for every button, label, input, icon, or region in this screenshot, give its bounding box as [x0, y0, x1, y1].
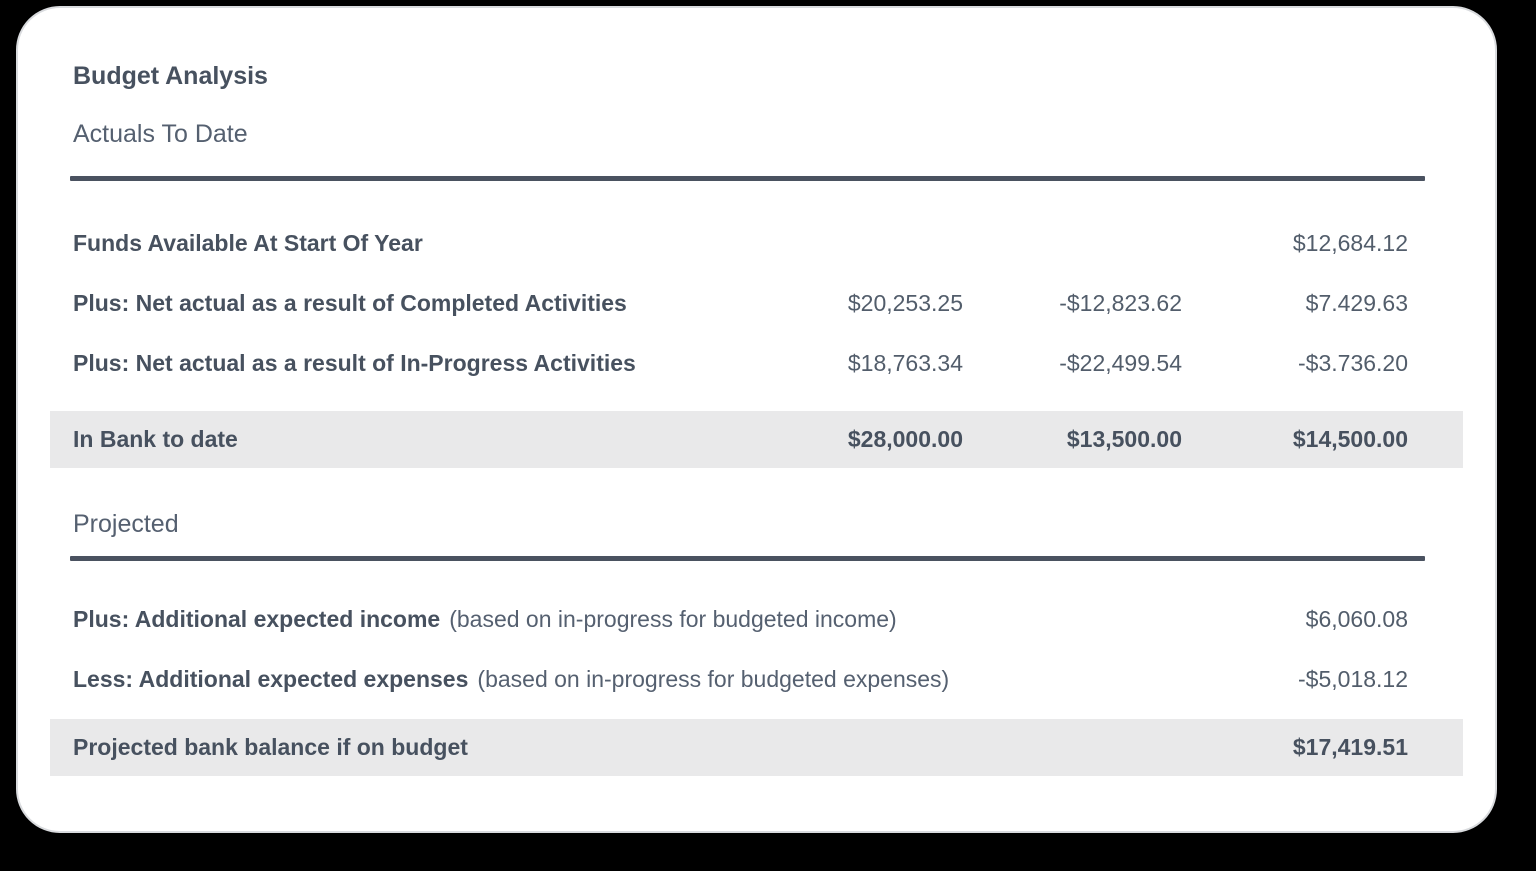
- table-row-additional-income: Plus: Additional expected income (based o…: [50, 589, 1463, 649]
- table-row-completed-activities: Plus: Net actual as a result of Complete…: [50, 273, 1463, 333]
- row-label: In Bank to date: [73, 426, 238, 452]
- section-label-actuals-to-date: Actuals To Date: [73, 120, 248, 148]
- table-row-additional-expenses: Less: Additional expected expenses (based…: [50, 649, 1463, 709]
- actuals-rows: Funds Available At Start Of Year $12,684…: [50, 213, 1463, 468]
- row-value-expense: -$12,823.62: [1059, 289, 1182, 316]
- row-value-income: $20,253.25: [847, 289, 963, 316]
- row-value-expense: -$22,499.54: [1059, 349, 1182, 376]
- row-value-net: -$5,018.12: [1298, 665, 1408, 692]
- table-row-funds-available: Funds Available At Start Of Year $12,684…: [50, 213, 1463, 273]
- row-value-net: -$3.736.20: [1298, 349, 1408, 376]
- projected-rows: Plus: Additional expected income (based o…: [50, 589, 1463, 776]
- row-label: Less: Additional expected expenses (based…: [73, 666, 1182, 693]
- row-value-net: $17,419.51: [1292, 734, 1408, 760]
- row-value-income: $28,000.00: [847, 426, 963, 452]
- row-label: Plus: Additional expected income (based o…: [73, 606, 1182, 633]
- row-value-net: $6,060.08: [1305, 605, 1408, 632]
- section-divider: [70, 176, 1425, 181]
- row-value-income: $18,763.34: [847, 349, 963, 376]
- page-title: Budget Analysis: [73, 62, 268, 90]
- row-label-note: (based on in-progress for budgeted incom…: [449, 605, 897, 632]
- table-row-inprogress-activities: Plus: Net actual as a result of In-Progr…: [50, 333, 1463, 393]
- row-value-expense: $13,500.00: [1066, 426, 1182, 452]
- card-content: Budget Analysis Actuals To Date Funds Av…: [18, 8, 1495, 776]
- budget-analysis-card: Budget Analysis Actuals To Date Funds Av…: [16, 6, 1497, 833]
- row-label: Plus: Net actual as a result of In-Progr…: [73, 349, 636, 376]
- row-label: Funds Available At Start Of Year: [73, 229, 423, 256]
- row-value-net: $12,684.12: [1292, 229, 1408, 256]
- row-value-net: $7.429.63: [1305, 289, 1408, 316]
- section-label-projected: Projected: [73, 510, 179, 538]
- row-label-bold: Less: Additional expected expenses: [73, 665, 469, 692]
- section-divider: [70, 556, 1425, 561]
- row-label: Projected bank balance if on budget: [73, 734, 468, 760]
- row-label-bold: Plus: Additional expected income: [73, 605, 441, 632]
- row-label-note: (based on in-progress for budgeted expen…: [477, 665, 950, 692]
- row-value-net: $14,500.00: [1292, 426, 1408, 452]
- table-row-projected-bank-balance: Projected bank balance if on budget $17,…: [50, 719, 1463, 776]
- row-label: Plus: Net actual as a result of Complete…: [73, 289, 627, 316]
- table-row-in-bank-to-date: In Bank to date $28,000.00 $13,500.00 $1…: [50, 411, 1463, 468]
